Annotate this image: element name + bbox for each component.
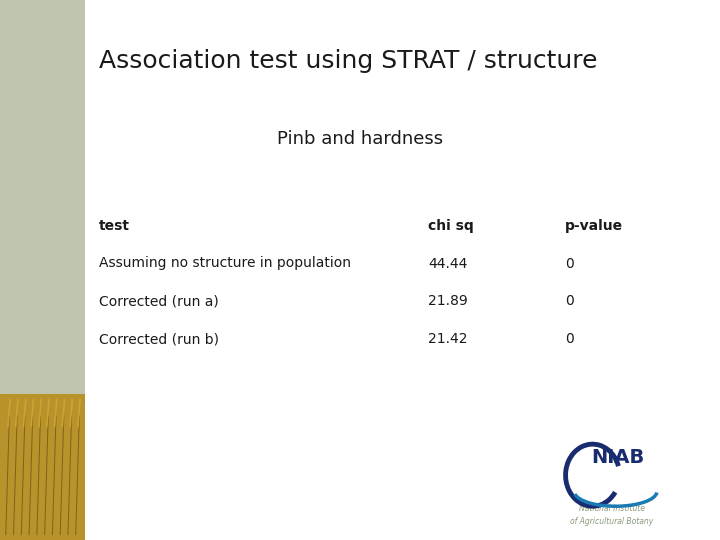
Bar	[0, 0, 85, 540]
Text: National Institute: National Institute	[579, 504, 645, 513]
Text: Assuming no structure in population: Assuming no structure in population	[99, 256, 351, 271]
Text: 44.44: 44.44	[428, 256, 468, 271]
Text: Association test using STRAT / structure: Association test using STRAT / structure	[99, 49, 598, 72]
Text: of Agricultural Botany: of Agricultural Botany	[570, 517, 654, 526]
Text: 21.89: 21.89	[428, 294, 468, 308]
Text: Corrected (run b): Corrected (run b)	[99, 332, 220, 346]
Text: 0: 0	[565, 294, 574, 308]
Text: 0: 0	[565, 332, 574, 346]
Text: test: test	[99, 219, 130, 233]
Text: 21.42: 21.42	[428, 332, 468, 346]
Text: 0: 0	[565, 256, 574, 271]
Text: chi sq: chi sq	[428, 219, 474, 233]
Text: p-value: p-value	[565, 219, 624, 233]
Text: NIAB: NIAB	[591, 448, 644, 467]
Bar	[0, 394, 85, 540]
Text: Corrected (run a): Corrected (run a)	[99, 294, 219, 308]
Text: Pinb and hardness: Pinb and hardness	[277, 130, 443, 147]
